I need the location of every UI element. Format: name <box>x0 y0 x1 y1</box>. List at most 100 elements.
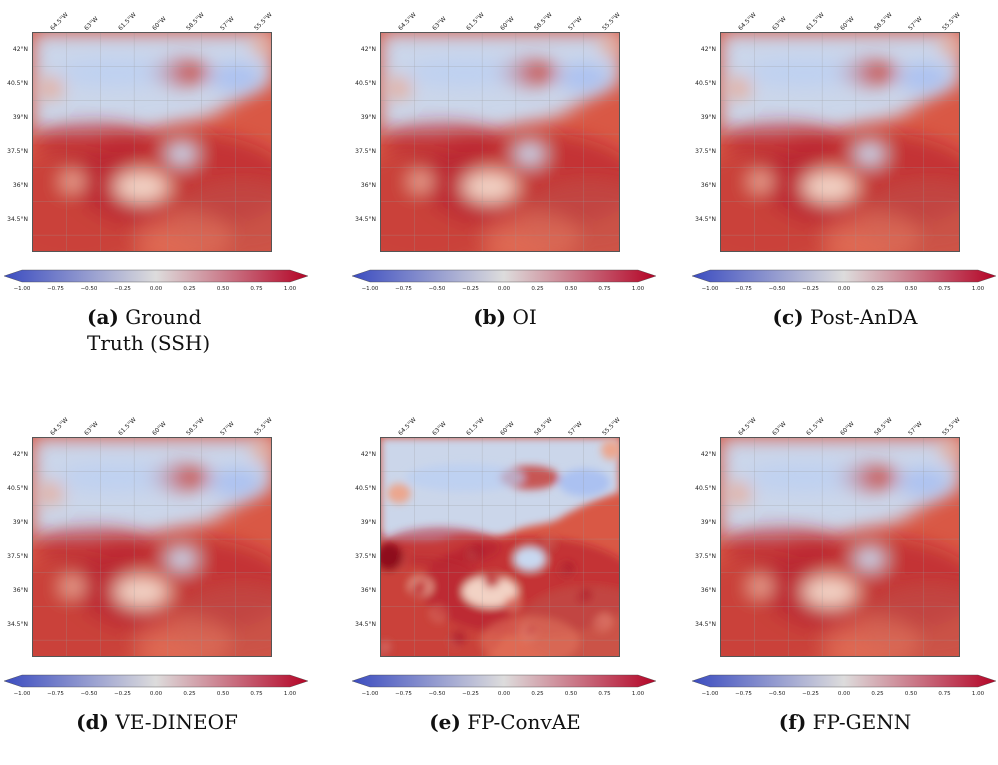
x-tick-label: 60°W <box>499 15 516 33</box>
y-axis-ticks: 42°N 40.5°N 39°N 37.5°N 36°N 34.5°N <box>690 32 718 252</box>
colorbar <box>351 674 657 688</box>
y-tick-label: 34.5°N <box>355 621 376 628</box>
x-tick-label: 57°W <box>907 420 924 437</box>
field-feature <box>726 78 751 99</box>
y-tick-label: 36°N <box>12 587 28 594</box>
colorbar-tick-label: −0.75 <box>735 286 752 292</box>
field-feature <box>601 439 619 460</box>
colorbar-tick-label: −0.25 <box>114 691 131 697</box>
y-tick-label: 34.5°N <box>695 216 716 223</box>
colorbar-container: −1.00 −0.75 −0.50 −0.25 0.00 0.25 0.50 0.75 1.00 <box>2 268 312 298</box>
x-tick-label: 64.5°W <box>397 11 418 32</box>
colorbar-gradient <box>351 269 657 283</box>
caption-name: FP-ConvAE <box>467 710 581 734</box>
y-tick-label: 42°N <box>12 451 28 458</box>
field-feature <box>57 463 177 492</box>
x-tick-label: 57°W <box>219 15 236 33</box>
field-feature <box>726 483 751 504</box>
noise-feature <box>491 572 500 581</box>
field-feature <box>210 63 263 92</box>
colorbar-tick-label: 0.75 <box>250 691 263 697</box>
colorbar-tick-label: −1.00 <box>13 691 31 697</box>
noise-feature <box>598 613 613 628</box>
colorbar-tick-label: −0.50 <box>768 286 786 292</box>
field-feature <box>558 63 611 92</box>
field-feature <box>253 34 271 55</box>
field-feature <box>898 63 951 92</box>
colorbar-tick-label: 0.00 <box>497 286 511 292</box>
field-feature <box>853 547 886 571</box>
colorbar-tick-label: −0.50 <box>428 286 446 292</box>
colorbar-tick-label: 1.00 <box>283 286 297 292</box>
field-feature <box>33 527 152 567</box>
caption-name: OI <box>512 305 537 329</box>
x-axis-ticks: 64.5°W 63°W 61.5°W 60°W 58.5°W 57°W 55.5°W <box>720 405 962 437</box>
noise-feature <box>504 595 521 612</box>
x-tick-label: 63°W <box>771 420 788 437</box>
colorbar-gradient <box>351 674 657 688</box>
x-tick-label: 57°W <box>567 420 584 437</box>
x-tick-label: 58.5°W <box>185 11 206 32</box>
panel-caption: (b) OI <box>350 304 660 330</box>
x-tick-label: 55.5°W <box>601 416 622 437</box>
colorbar-tick-label: −0.50 <box>768 691 786 697</box>
x-tick-label: 64.5°W <box>737 416 758 437</box>
colorbar-tick-label: −0.75 <box>735 691 752 697</box>
y-tick-label: 40.5°N <box>7 80 28 87</box>
colorbar-tick-label: −0.25 <box>462 691 479 697</box>
colorbar <box>3 269 309 283</box>
y-axis-ticks: 42°N 40.5°N 39°N 37.5°N 36°N 34.5°N <box>690 437 718 657</box>
x-axis-ticks: 64.5°W 63°W 61.5°W 60°W 58.5°W 57°W 55.5°W <box>32 405 274 437</box>
x-tick-label: 61.5°W <box>117 11 138 32</box>
noise-feature <box>450 630 467 647</box>
field-feature <box>381 543 403 571</box>
x-tick-label: 58.5°W <box>873 11 894 32</box>
y-tick-label: 42°N <box>700 451 716 458</box>
colorbar-container: −1.00 −0.75 −0.50 −0.25 0.00 0.25 0.50 0.75 1.00 <box>2 673 312 703</box>
x-tick-label: 57°W <box>907 15 924 33</box>
field-feature <box>513 547 546 571</box>
y-tick-label: 36°N <box>360 587 376 594</box>
field-feature <box>480 211 580 251</box>
x-tick-label: 64.5°W <box>49 416 70 437</box>
x-tick-label: 64.5°W <box>737 11 758 32</box>
noise-feature <box>562 561 575 574</box>
colorbar-tick-label: −1.00 <box>361 286 379 292</box>
colorbar-tick-label: 0.75 <box>598 691 611 697</box>
x-tick-label: 61.5°W <box>117 416 138 437</box>
field-feature <box>941 34 959 55</box>
caption-letter: (d) <box>76 710 110 734</box>
colorbar-container: −1.00 −0.75 −0.50 −0.25 0.00 0.25 0.50 0.75 1.00 <box>350 673 660 703</box>
field-feature <box>386 483 411 504</box>
caption-letter: (c) <box>772 305 804 329</box>
x-tick-label: 58.5°W <box>533 11 554 32</box>
colorbar-tick-label: −0.75 <box>395 691 412 697</box>
ssh-map <box>380 437 620 657</box>
x-tick-label: 55.5°W <box>253 416 274 437</box>
colorbar-tick-label: 0.50 <box>564 691 578 697</box>
ssh-map <box>720 437 960 657</box>
y-tick-label: 37.5°N <box>7 148 28 155</box>
colorbar-tick-label: 0.75 <box>938 286 951 292</box>
noise-feature <box>381 641 391 654</box>
field-feature <box>381 122 500 162</box>
field-feature <box>38 483 63 504</box>
x-tick-label: 58.5°W <box>873 416 894 437</box>
panel-d: 64.5°W 63°W 61.5°W 60°W 58.5°W 57°W 55.5°W 42°N… <box>2 405 312 765</box>
y-tick-label: 39°N <box>360 519 376 526</box>
y-axis-ticks: 42°N 40.5°N 39°N 37.5°N 36°N 34.5°N <box>350 437 378 657</box>
y-tick-label: 36°N <box>700 587 716 594</box>
field-feature <box>745 58 865 87</box>
field-feature <box>33 122 152 162</box>
panel-e: 64.5°W 63°W 61.5°W 60°W 58.5°W 57°W 55.5°W 42°N… <box>350 405 660 765</box>
colorbar-container: −1.00 −0.75 −0.50 −0.25 0.00 0.25 0.50 0.75 1.00 <box>690 268 998 298</box>
y-tick-label: 37.5°N <box>695 553 716 560</box>
panel-caption: (c) Post-AnDA <box>690 304 998 330</box>
caption-letter: (f) <box>778 710 807 734</box>
colorbar-tick-label: 0.25 <box>531 286 544 292</box>
colorbar-tick-label: 0.00 <box>837 691 851 697</box>
y-tick-label: 36°N <box>12 182 28 189</box>
field-feature <box>386 78 411 99</box>
colorbar-tick-label: −0.25 <box>802 691 819 697</box>
x-tick-label: 55.5°W <box>601 11 622 32</box>
